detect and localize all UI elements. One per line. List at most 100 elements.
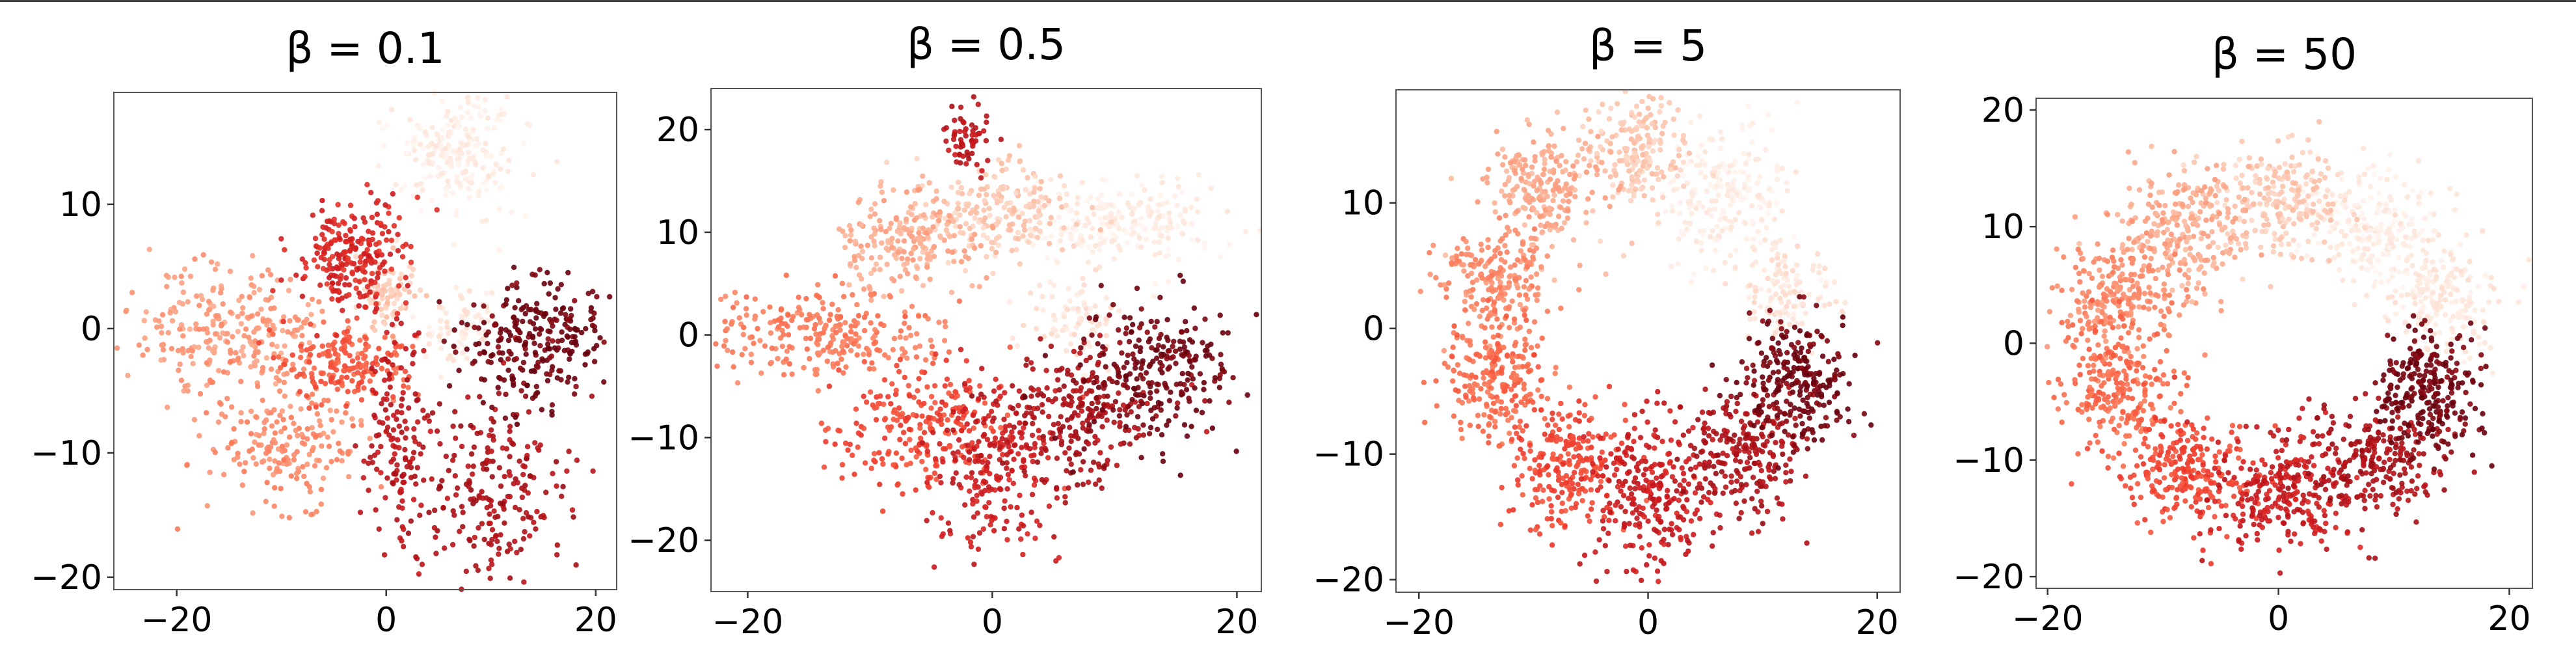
data-point — [204, 383, 210, 389]
data-point — [1040, 437, 1047, 443]
panel-3-points — [1417, 89, 1881, 584]
data-point — [1155, 400, 1162, 405]
data-point — [403, 456, 409, 463]
data-point — [367, 435, 373, 441]
data-point — [1086, 441, 1092, 447]
data-point — [187, 273, 194, 279]
data-point — [1108, 213, 1114, 219]
data-point — [1433, 275, 1439, 280]
data-point — [1462, 392, 1469, 398]
data-point — [1502, 154, 1508, 160]
data-point — [490, 171, 496, 176]
data-point — [868, 270, 874, 277]
data-point — [1712, 248, 1719, 254]
data-point — [1641, 193, 1647, 198]
data-point — [1626, 187, 1631, 194]
data-point — [507, 333, 514, 338]
data-point — [822, 324, 828, 330]
data-point — [1442, 253, 1449, 258]
data-point — [925, 234, 931, 240]
data-point — [473, 314, 479, 320]
data-point — [1136, 337, 1142, 343]
data-point — [1123, 331, 1129, 336]
data-point — [1687, 221, 1693, 226]
data-point — [1719, 228, 1725, 234]
data-point — [1155, 202, 1162, 208]
data-point — [939, 534, 945, 540]
data-point — [191, 417, 198, 422]
data-point — [1143, 227, 1149, 233]
data-point — [514, 280, 520, 286]
data-point — [420, 444, 426, 450]
data-point — [1678, 167, 1684, 173]
data-point — [888, 239, 894, 245]
data-point — [1111, 256, 1118, 262]
data-point — [1494, 316, 1500, 322]
data-point — [327, 256, 332, 263]
data-point — [366, 460, 371, 467]
data-point — [952, 457, 959, 463]
data-point — [358, 397, 365, 403]
data-point — [531, 519, 537, 525]
data-point — [1031, 198, 1037, 204]
data-point — [861, 314, 868, 320]
data-point — [1079, 400, 1086, 406]
data-point — [859, 276, 865, 282]
data-point — [349, 416, 355, 422]
data-point — [980, 225, 986, 231]
data-point — [1004, 439, 1011, 445]
data-point — [299, 431, 305, 437]
data-point — [481, 303, 487, 309]
data-point — [835, 316, 841, 322]
data-point — [1770, 240, 1776, 247]
data-point — [1589, 189, 1595, 195]
data-point — [1027, 290, 1034, 296]
data-point — [541, 515, 547, 521]
data-point — [387, 251, 394, 257]
data-point — [1097, 215, 1103, 222]
data-point — [316, 418, 323, 424]
data-point — [901, 249, 907, 255]
data-point — [1528, 235, 1534, 241]
data-point — [1001, 204, 1008, 210]
data-point — [1164, 317, 1170, 323]
y-tick-label: 10 — [59, 185, 102, 225]
data-point — [1066, 445, 1072, 451]
data-point — [1018, 536, 1024, 542]
data-point — [266, 327, 273, 333]
data-point — [1037, 523, 1043, 528]
data-point — [1151, 239, 1158, 245]
data-point — [722, 318, 728, 325]
data-point — [1471, 397, 1477, 403]
y-tick-label: 0 — [678, 316, 699, 355]
data-point — [1060, 424, 1066, 430]
data-point — [1084, 390, 1090, 397]
data-point — [973, 125, 979, 131]
data-point — [398, 320, 404, 327]
data-point — [181, 388, 187, 394]
data-point — [979, 366, 985, 372]
data-point — [958, 104, 964, 110]
data-point — [1108, 219, 1114, 225]
data-point — [354, 315, 360, 321]
data-point — [464, 321, 470, 327]
data-point — [976, 530, 983, 536]
data-point — [514, 284, 520, 290]
data-point — [1188, 237, 1195, 243]
data-point — [1009, 247, 1015, 254]
data-point — [1615, 101, 1620, 107]
data-point — [1538, 222, 1544, 228]
data-point — [347, 353, 353, 359]
data-point — [1787, 321, 1793, 327]
data-point — [318, 378, 324, 385]
data-point — [1791, 311, 1797, 317]
data-point — [507, 472, 513, 478]
data-point — [1644, 125, 1650, 131]
y-tick-label: −20 — [628, 521, 699, 560]
data-point — [1484, 174, 1490, 180]
data-point — [373, 433, 379, 439]
data-point — [930, 430, 936, 435]
panel-1-axes-frame — [113, 92, 617, 590]
data-point — [1531, 319, 1538, 325]
data-point — [1032, 225, 1039, 232]
